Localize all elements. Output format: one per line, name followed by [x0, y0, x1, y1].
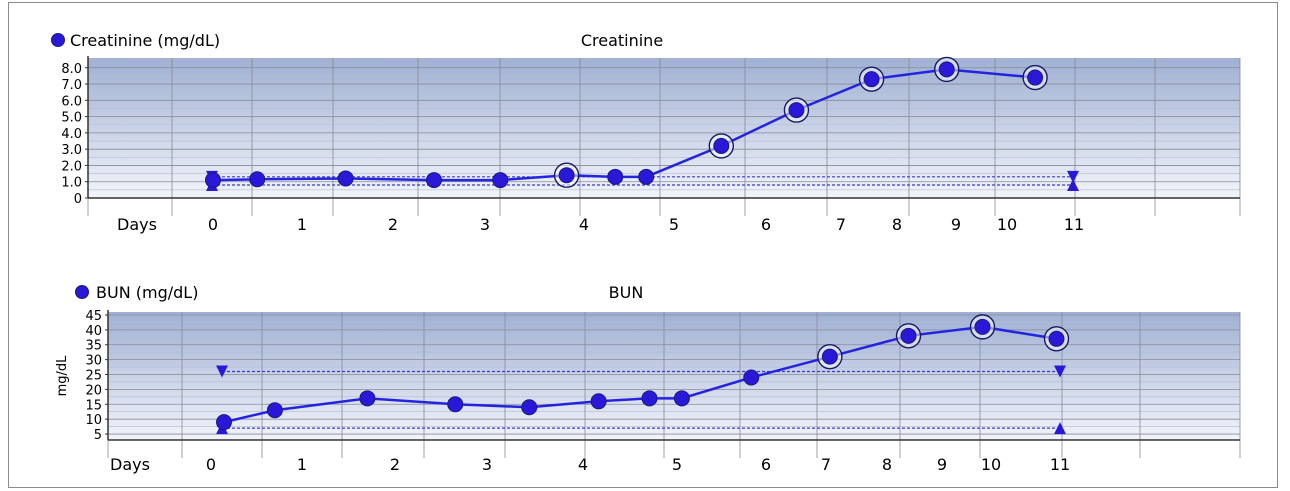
x-tick-label: 9 — [937, 455, 947, 474]
data-point — [426, 172, 442, 189]
legend-marker — [75, 285, 89, 299]
figure-frame — [8, 2, 1278, 488]
y-tick-label: 8.0 — [61, 62, 82, 77]
y-tick-label: 3.0 — [61, 143, 82, 158]
y-tick-label: 40 — [85, 324, 102, 339]
x-tick-label: 2 — [388, 215, 398, 234]
chart-title: Creatinine — [581, 31, 663, 50]
data-point — [900, 327, 917, 344]
data-point — [743, 369, 760, 386]
chart-0: Creatinine (mg/dL) Creatinine01.02.03.04.… — [51, 31, 1241, 234]
plot-area — [108, 312, 1240, 440]
data-point — [863, 71, 880, 88]
y-axis-title: mg/dL — [55, 355, 70, 397]
x-tick-label: 9 — [951, 215, 961, 234]
x-tick-label: 6 — [761, 215, 771, 234]
data-point — [492, 172, 509, 189]
x-tick-label: 8 — [892, 215, 902, 234]
y-tick-label: 6.0 — [61, 94, 82, 109]
x-tick-label: 5 — [669, 215, 679, 234]
data-point — [673, 390, 690, 407]
x-tick-label: 3 — [480, 215, 490, 234]
data-point — [521, 399, 538, 416]
data-point — [641, 390, 658, 407]
x-tick-label: 4 — [579, 215, 589, 234]
data-point — [938, 61, 955, 78]
plot-area — [88, 58, 1240, 198]
y-tick-label: 5.0 — [61, 111, 82, 126]
x-axis-title: Days — [110, 455, 150, 474]
y-tick-label: 25 — [85, 369, 102, 384]
data-point — [447, 396, 464, 413]
y-tick-label: 0 — [74, 192, 82, 207]
data-point — [359, 390, 376, 407]
x-tick-label: 10 — [981, 455, 1001, 474]
upper-limit-marker — [1054, 365, 1066, 378]
data-point — [216, 414, 232, 431]
x-tick-label: 4 — [578, 455, 588, 474]
data-point — [821, 348, 838, 365]
data-point — [590, 393, 607, 410]
y-tick-label: 20 — [85, 383, 102, 398]
data-point — [266, 402, 283, 419]
x-tick-label: 1 — [297, 215, 307, 234]
x-tick-label: 8 — [882, 455, 892, 474]
upper-limit-marker — [1067, 170, 1079, 183]
data-point — [974, 318, 991, 335]
data-point — [249, 171, 266, 188]
lower-limit-marker — [1054, 422, 1066, 435]
y-tick-label: 1.0 — [61, 176, 82, 191]
x-tick-label: 3 — [482, 455, 492, 474]
x-tick-label: 0 — [208, 215, 218, 234]
data-point — [713, 137, 730, 154]
data-point — [607, 168, 624, 185]
data-point — [1027, 69, 1044, 86]
data-point — [788, 102, 805, 119]
data-point — [337, 170, 354, 187]
y-tick-label: 5 — [94, 428, 102, 443]
legend-label: BUN (mg/dL) — [96, 283, 198, 302]
y-tick-label: 7.0 — [61, 78, 82, 93]
data-point — [205, 172, 221, 189]
x-tick-label: 11 — [1064, 215, 1084, 234]
legend-label: Creatinine (mg/dL) — [70, 31, 220, 50]
y-tick-label: 45 — [85, 309, 102, 324]
x-tick-label: 0 — [206, 455, 216, 474]
x-tick-label: 6 — [761, 455, 771, 474]
y-tick-label: 10 — [85, 413, 102, 428]
chart-title: BUN — [609, 283, 644, 302]
x-tick-label: 7 — [821, 455, 831, 474]
x-tick-label: 7 — [836, 215, 846, 234]
lower-limit-marker — [1067, 178, 1079, 191]
y-tick-label: 15 — [85, 398, 102, 413]
y-tick-label: 30 — [85, 354, 102, 369]
data-point — [558, 167, 575, 184]
x-tick-label: 1 — [297, 455, 307, 474]
x-axis-title: Days — [117, 215, 157, 234]
y-tick-label: 4.0 — [61, 127, 82, 142]
y-tick-label: 2.0 — [61, 159, 82, 174]
legend-marker — [51, 33, 65, 47]
x-tick-label: 5 — [672, 455, 682, 474]
x-tick-label: 10 — [997, 215, 1017, 234]
upper-limit-marker — [216, 365, 228, 378]
x-tick-label: 2 — [390, 455, 400, 474]
y-tick-label: 35 — [85, 339, 102, 354]
data-point — [1048, 330, 1065, 347]
x-tick-label: 11 — [1050, 455, 1070, 474]
chart-1: BUN (mg/dL) BUN51015202530354045mg/dLDays… — [55, 283, 1241, 474]
data-point — [638, 168, 655, 185]
